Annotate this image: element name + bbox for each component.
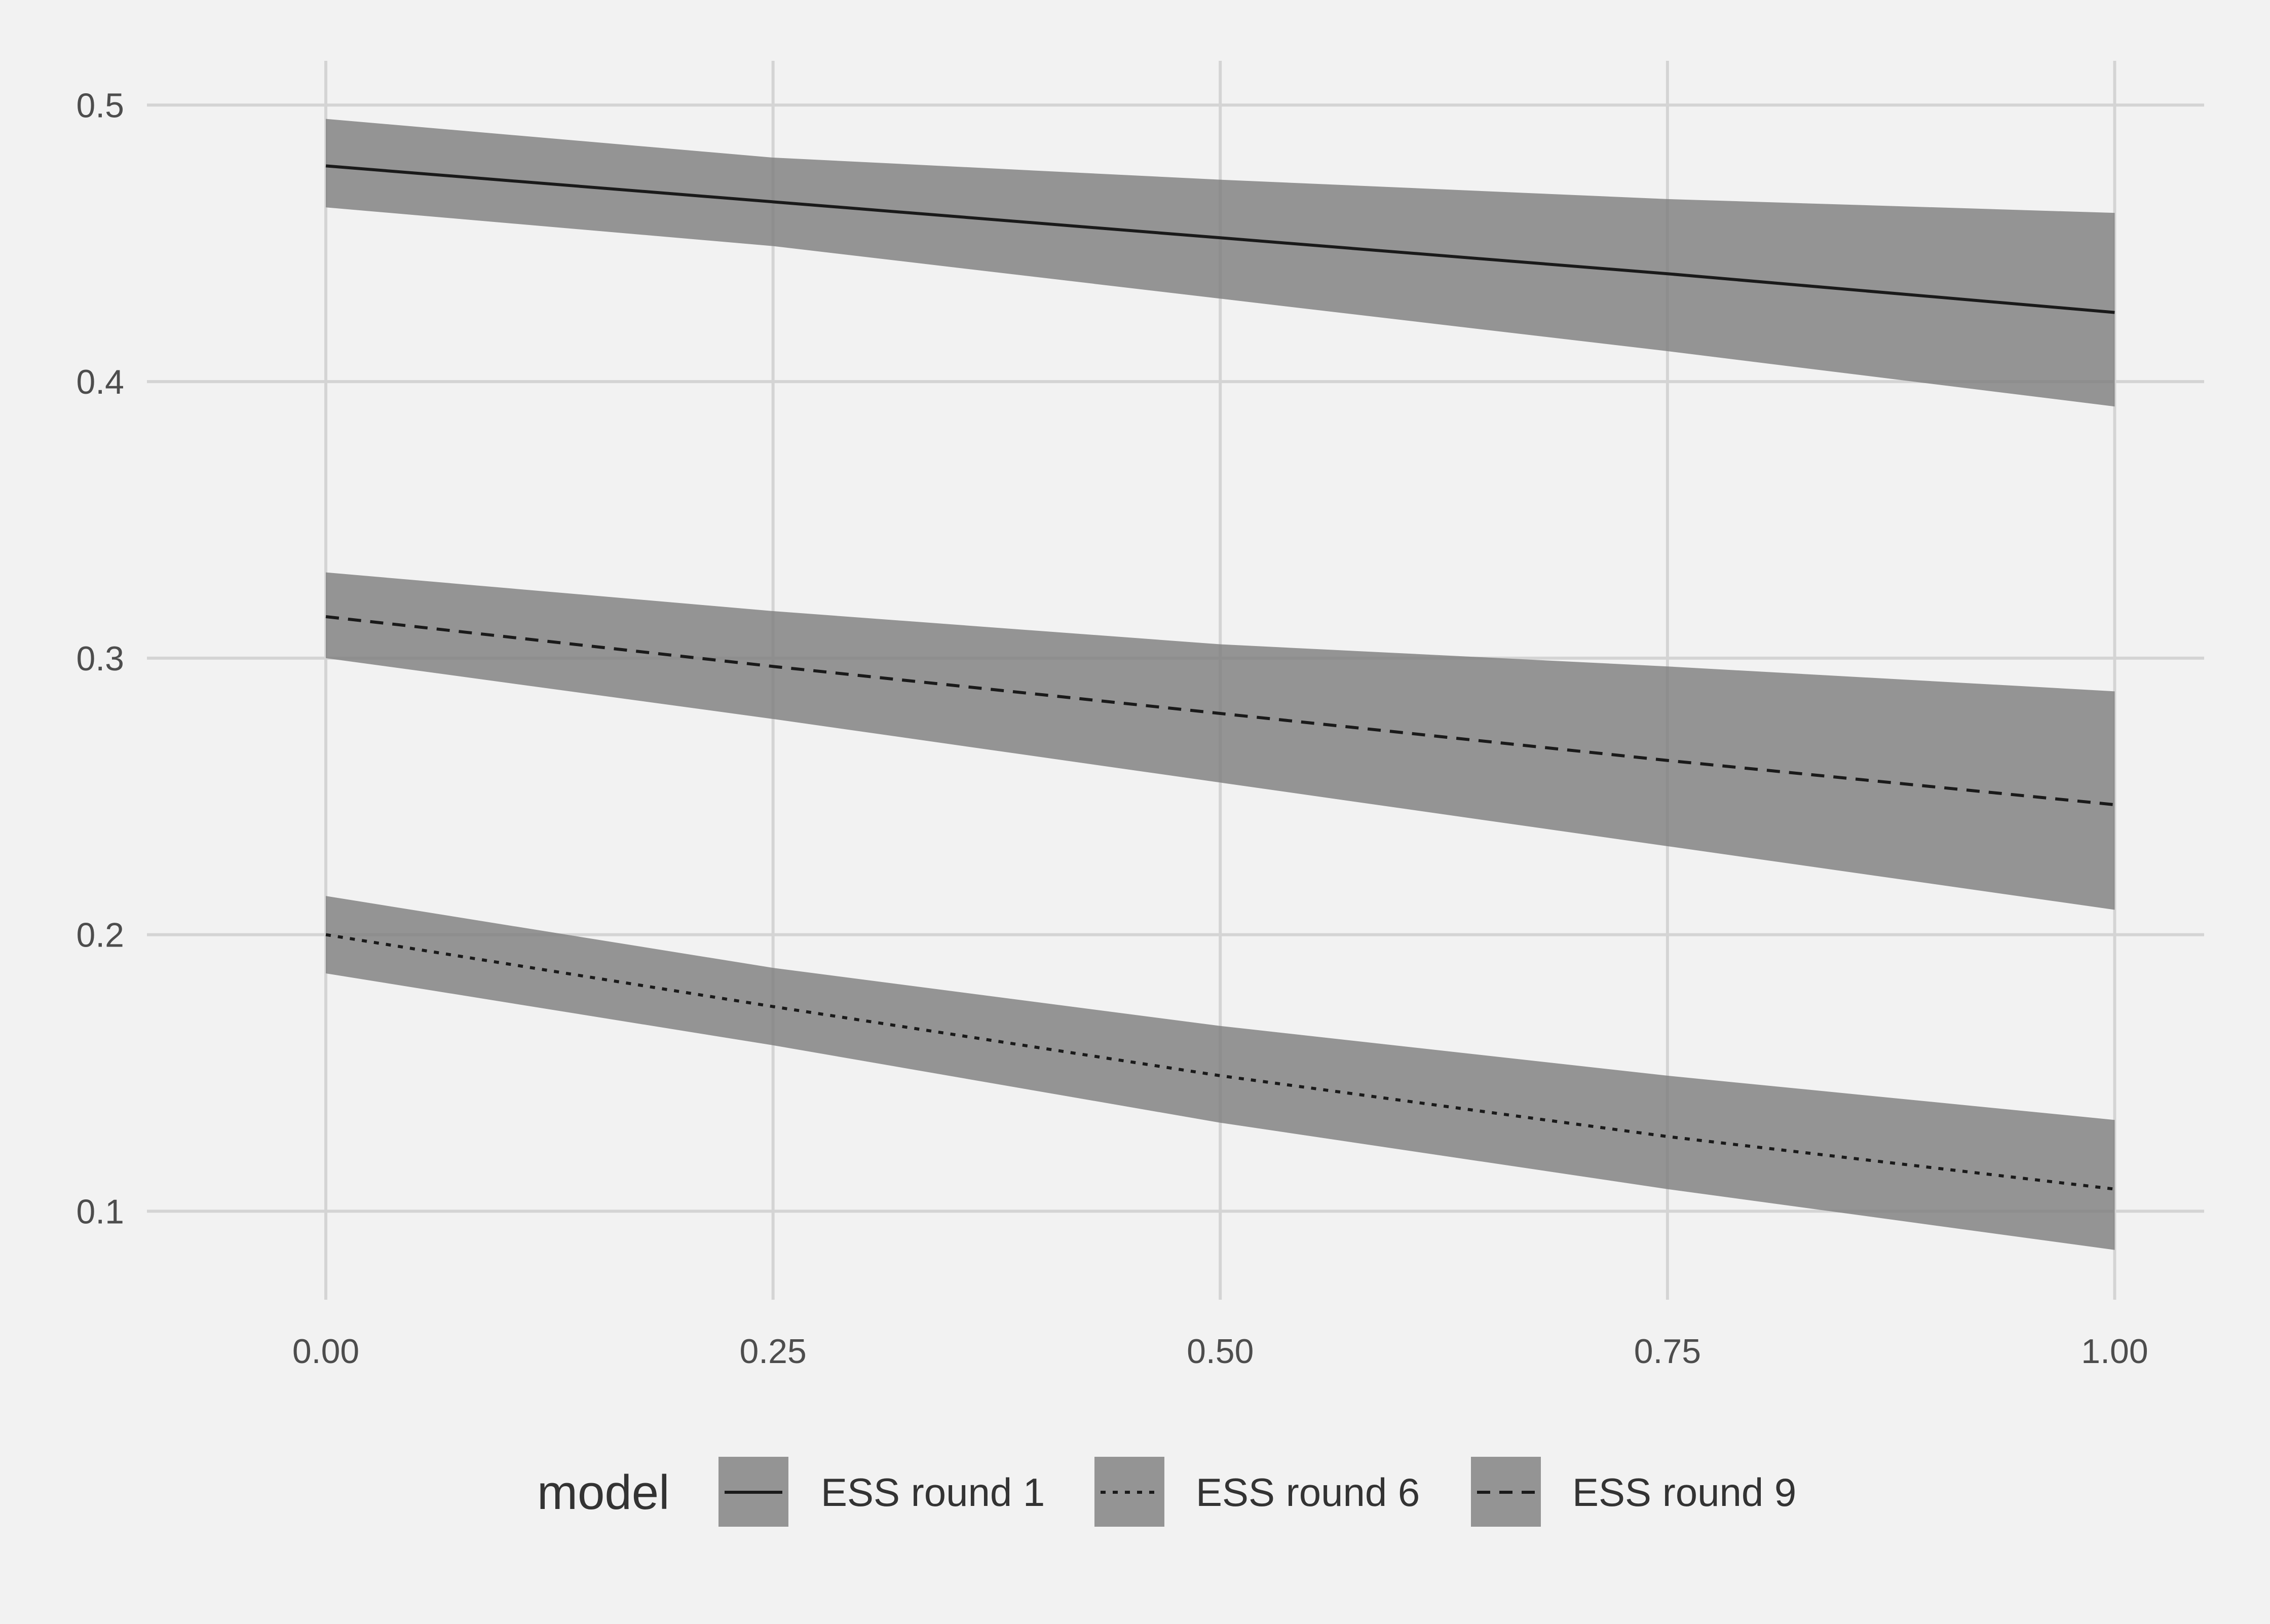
y-tick-label-2: 0.3 <box>76 639 124 678</box>
axis-layer: 0.00 0.25 0.50 0.75 1.00 0.1 0.2 0.3 0.4 0.5 <box>76 86 2148 1371</box>
y-tick-label-1: 0.2 <box>76 916 124 955</box>
legend-title: model <box>537 1465 669 1520</box>
ribbon-layer <box>326 119 2115 1250</box>
y-tick-label-0: 0.1 <box>76 1192 124 1231</box>
legend-label-3: ESS round 9 <box>1572 1470 1796 1515</box>
ribbon-series-2 <box>326 896 2115 1250</box>
ribbon-series-3 <box>326 572 2115 910</box>
x-tick-label-4: 1.00 <box>2081 1332 2148 1371</box>
line-layer <box>325 164 2115 1191</box>
x-tick-label-3: 0.75 <box>1634 1332 1701 1371</box>
line-series-3 <box>325 615 2115 807</box>
x-tick-label-1: 0.25 <box>739 1332 806 1371</box>
legend-label-2: ESS round 6 <box>1196 1470 1420 1515</box>
legend-label-1: ESS round 1 <box>821 1470 1045 1515</box>
line-series-1 <box>325 164 2115 314</box>
legend: model ESS round 1 ESS round 6 ESS round 9 <box>537 1457 1796 1527</box>
x-tick-label-0: 0.00 <box>292 1332 359 1371</box>
y-tick-label-3: 0.4 <box>76 363 124 401</box>
x-tick-label-2: 0.50 <box>1187 1332 1254 1371</box>
y-tick-label-4: 0.5 <box>76 86 124 125</box>
ribbon-series-1 <box>326 119 2115 407</box>
